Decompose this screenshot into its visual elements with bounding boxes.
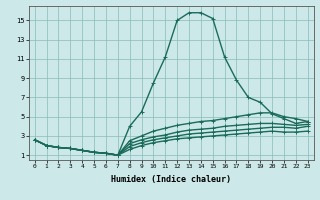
X-axis label: Humidex (Indice chaleur): Humidex (Indice chaleur) — [111, 175, 231, 184]
